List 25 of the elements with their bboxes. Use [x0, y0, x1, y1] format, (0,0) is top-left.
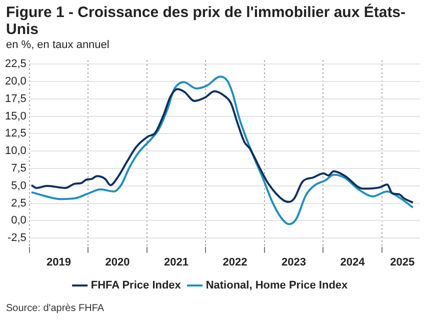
line-series: [30, 76, 414, 226]
x-tick-label: 2025: [390, 256, 415, 268]
x-tick-label: 2023: [281, 256, 306, 268]
chart-subtitle: en %, en taux annuel: [6, 39, 110, 51]
x-tick-label: 2024: [340, 256, 366, 268]
line-series: [30, 88, 414, 204]
y-tick-label: 10,0: [4, 145, 26, 158]
x-tick-label: 2019: [46, 256, 72, 268]
legend-label: FHFA Price Index: [90, 280, 182, 292]
y-tick-label: 17,5: [4, 92, 26, 105]
x-tick-label: 2021: [164, 256, 188, 268]
x-tick-label: 2022: [222, 256, 248, 268]
y-tick-label: 12,5: [4, 128, 26, 140]
source-note: Source: d'après FHFA: [6, 303, 106, 314]
chart-title: Figure 1 - Croissance des prix de l'immobilier aux États-Unis: [6, 4, 407, 38]
legend-label: National, Home Price Index: [206, 280, 349, 292]
y-tick-label: 22,5: [4, 58, 26, 70]
y-tick-label: 15,0: [4, 110, 26, 122]
y-tick-label: 2,5: [11, 197, 26, 210]
y-tick-label: 7,5: [11, 162, 26, 175]
y-tick-label: -2,5: [7, 232, 26, 244]
y-tick-label: 20,0: [4, 76, 26, 88]
y-tick-label: 5,0: [11, 180, 26, 192]
x-tick-label: 2020: [105, 256, 130, 268]
y-tick-label: 0,0: [11, 214, 26, 227]
